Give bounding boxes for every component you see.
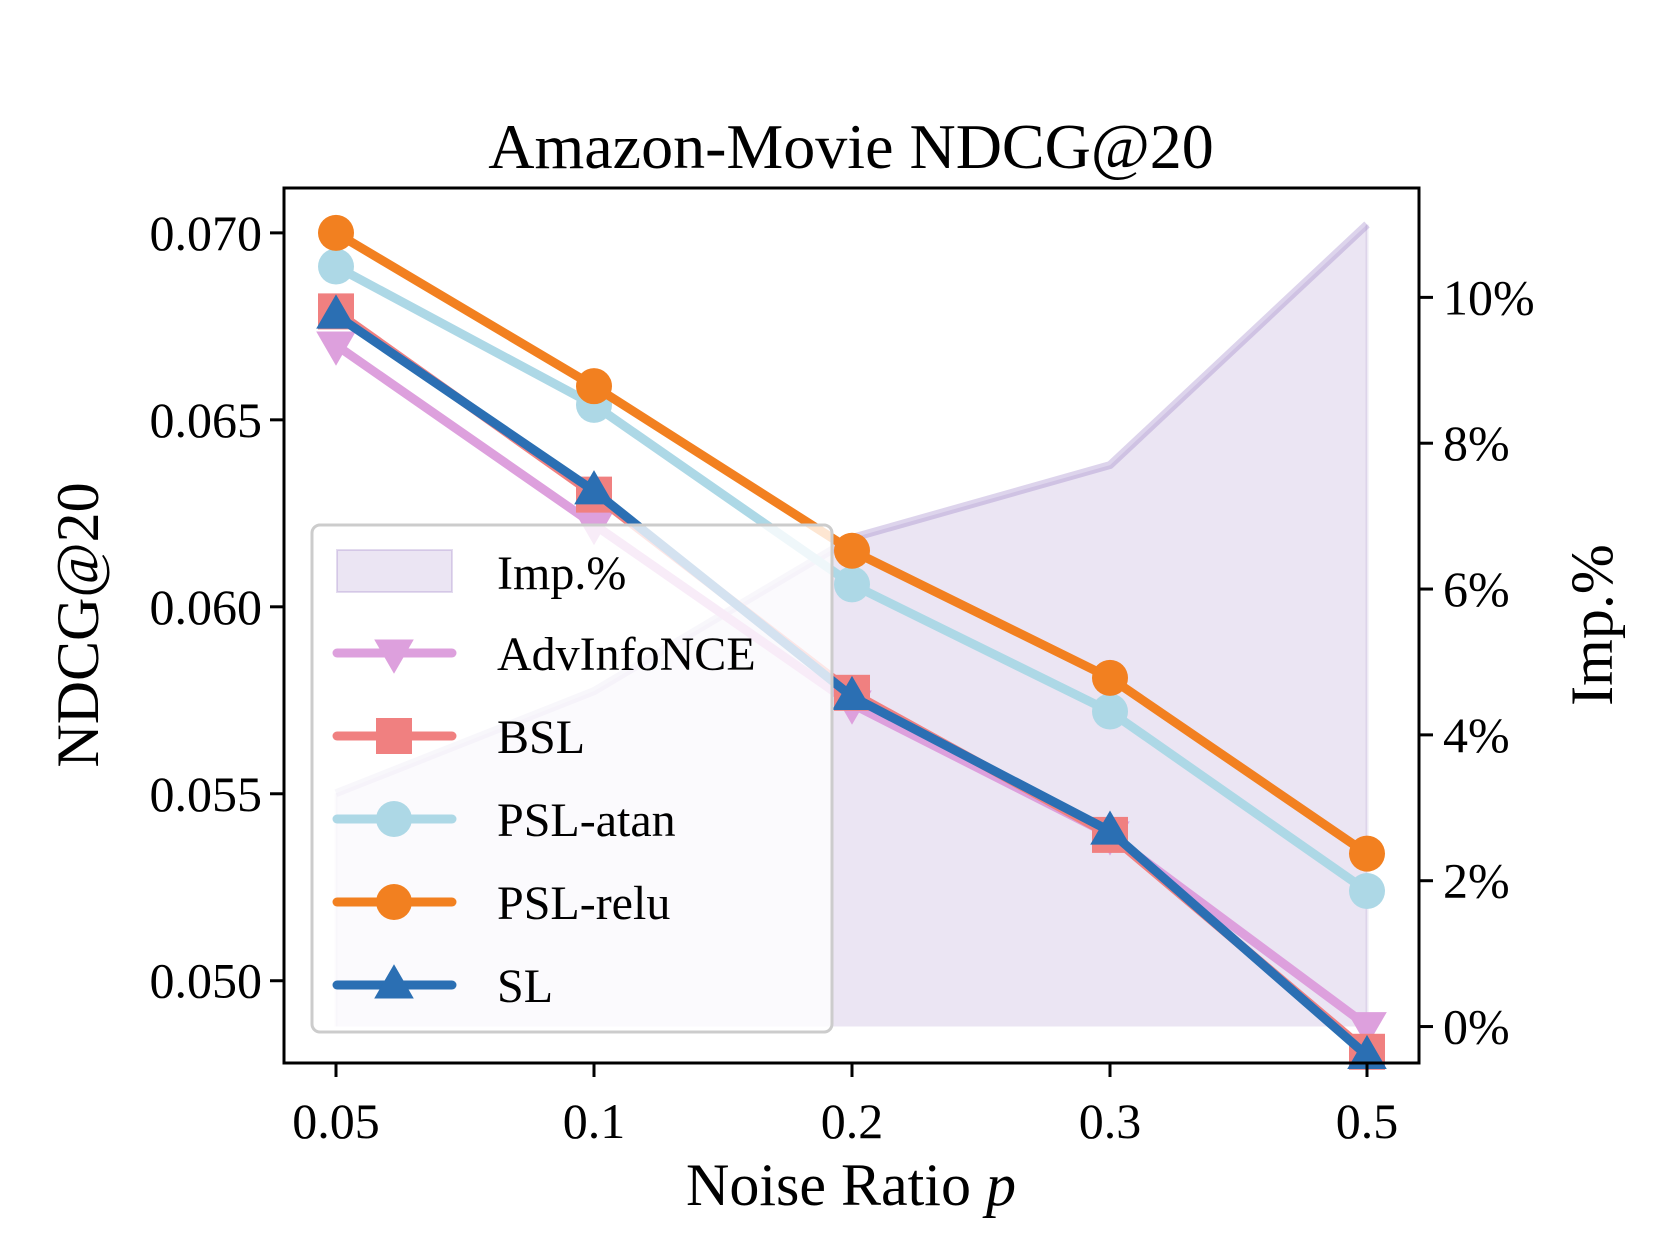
x-axis-label-text: Noise Ratio — [686, 1152, 971, 1218]
legend-entry-psl-atan: PSL-atan — [332, 794, 676, 847]
data-point-psl-atan — [318, 248, 354, 285]
y2-tick-label: 8% — [1443, 415, 1510, 471]
series-psl-relu — [318, 214, 1385, 872]
y2-tick-label: 0% — [1443, 999, 1510, 1055]
y2-tick-label: 10% — [1443, 269, 1535, 325]
y-tick-label: 0.060 — [150, 579, 263, 635]
x-tick-label: 0.1 — [563, 1093, 626, 1149]
data-point-psl-atan — [834, 566, 870, 603]
chart-title: Amazon-Movie NDCG@20 — [488, 111, 1214, 182]
legend-label-imp: Imp.% — [497, 547, 626, 600]
y-tick-label: 0.050 — [150, 953, 263, 1009]
x-tick-label: 0.5 — [1336, 1093, 1399, 1149]
legend-entry-sl: SL — [332, 960, 553, 1013]
x-tick-label: 0.05 — [292, 1093, 380, 1149]
legend-marker-bsl — [376, 718, 412, 754]
data-point-psl-relu — [318, 214, 354, 251]
series-layer — [316, 214, 1387, 1070]
data-point-psl-atan — [1349, 872, 1385, 909]
legend-label-sl: SL — [497, 960, 553, 1013]
data-point-advinfonce — [316, 331, 356, 366]
data-point-sl — [574, 470, 614, 505]
legend-entry-bsl: BSL — [332, 711, 585, 764]
x-axis-label: Noise Ratio p — [686, 1152, 1016, 1218]
left-axis: 0.050 0.055 0.060 0.065 0.070 — [150, 205, 284, 1009]
data-point-sl — [1090, 810, 1130, 845]
y-tick-label: 0.055 — [150, 766, 263, 822]
y-tick-label: 0.065 — [150, 392, 263, 448]
legend-box — [310, 523, 834, 1034]
legend-label-psl-atan: PSL-atan — [497, 794, 676, 847]
data-point-psl-atan — [1092, 693, 1128, 730]
y2-tick-label: 6% — [1443, 561, 1510, 617]
data-point-sl — [1347, 1034, 1387, 1070]
y-axis-label: NDCG@20 — [45, 482, 111, 767]
legend-label-advinfonce: AdvInfoNCE — [497, 628, 756, 681]
legend-swatch-imp — [336, 549, 453, 593]
data-point-psl-relu — [1092, 659, 1128, 696]
legend-entry-advinfonce: AdvInfoNCE — [332, 628, 756, 681]
series-sl — [316, 294, 1387, 1070]
legend-marker-sl — [374, 964, 414, 999]
legend-label-psl-relu: PSL-relu — [497, 877, 670, 930]
data-point-psl-relu — [1349, 835, 1385, 872]
x-tick-label: 0.2 — [821, 1093, 884, 1149]
x-tick-label: 0.3 — [1079, 1093, 1142, 1149]
right-axis: 0% 2% 4% 6% 8% 10% — [1419, 269, 1535, 1055]
legend-entry-psl-relu: PSL-relu — [332, 877, 670, 930]
legend: Imp.% AdvInfoNCE BSL PSL-atan PSL-relu SL — [310, 523, 834, 1034]
data-point-psl-relu — [576, 368, 612, 405]
legend-marker-psl-atan — [376, 801, 412, 837]
y2-axis-label: Imp.% — [1559, 544, 1625, 706]
legend-marker-advinfonce — [374, 639, 414, 674]
x-axis-variable: p — [982, 1152, 1016, 1218]
y2-tick-label: 4% — [1443, 707, 1510, 763]
y-tick-label: 0.070 — [150, 205, 263, 261]
legend-label-bsl: BSL — [497, 711, 585, 764]
data-point-advinfonce — [1347, 1012, 1387, 1047]
data-point-psl-relu — [834, 532, 870, 569]
legend-marker-psl-relu — [376, 884, 412, 920]
x-axis: 0.05 0.1 0.2 0.3 0.5 — [292, 1063, 1398, 1149]
y2-tick-label: 2% — [1443, 853, 1510, 909]
data-point-sl — [832, 675, 872, 711]
data-point-sl — [316, 294, 356, 329]
